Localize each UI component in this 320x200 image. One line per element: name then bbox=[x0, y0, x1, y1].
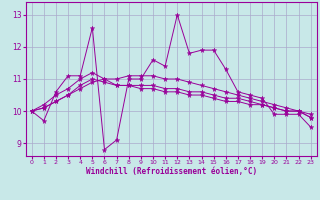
X-axis label: Windchill (Refroidissement éolien,°C): Windchill (Refroidissement éolien,°C) bbox=[86, 167, 257, 176]
